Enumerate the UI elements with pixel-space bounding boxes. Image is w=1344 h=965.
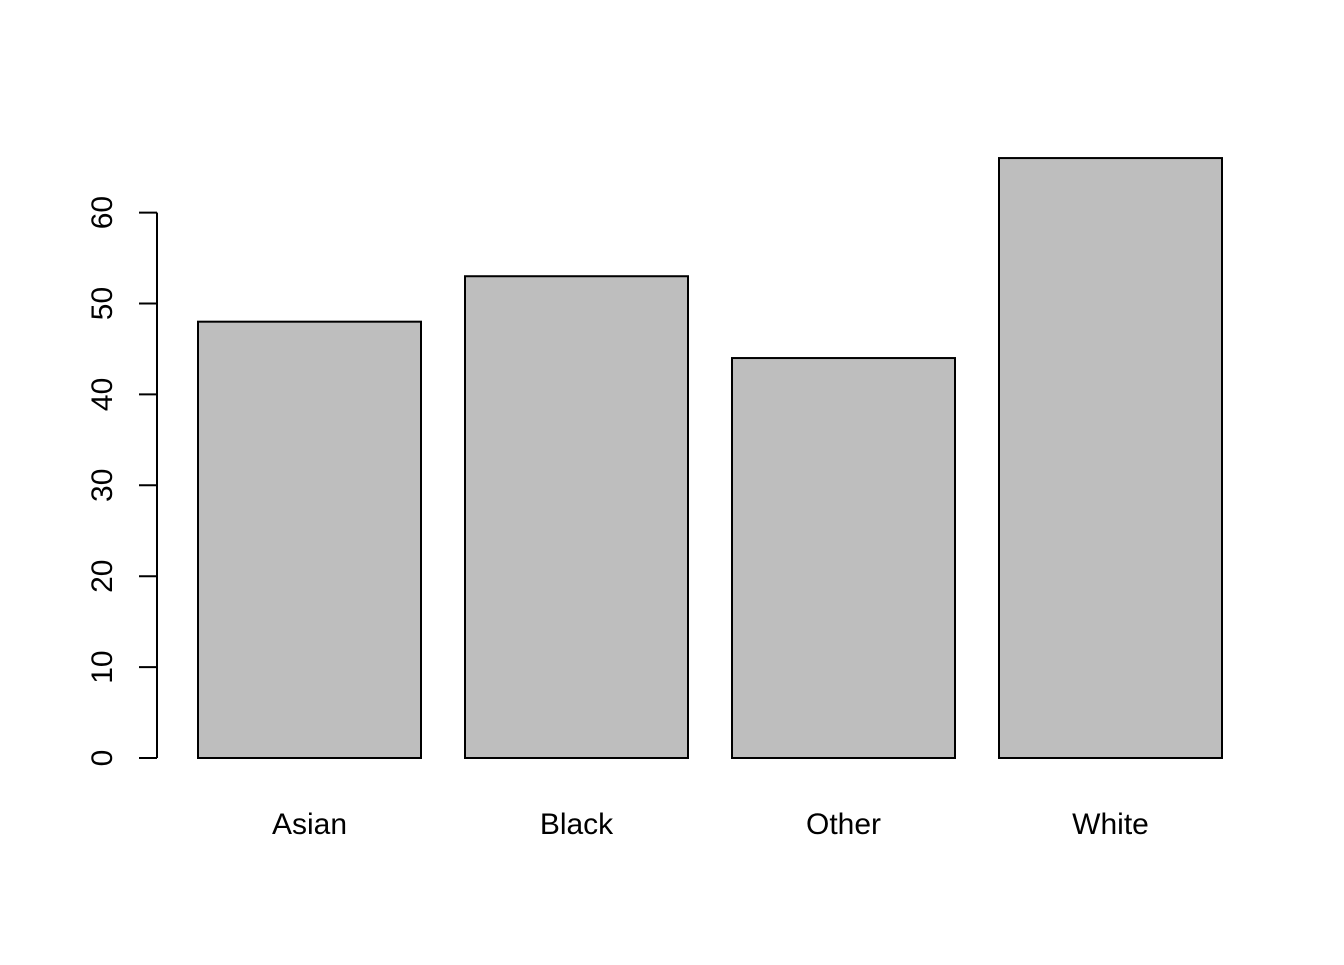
y-tick-label-0: 0 bbox=[86, 750, 119, 767]
y-tick-label-50: 50 bbox=[86, 287, 119, 320]
x-axis-labels: Asian Black Other White bbox=[272, 808, 1149, 841]
y-tick-label-30: 30 bbox=[86, 469, 119, 502]
bar-asian bbox=[197, 320, 422, 759]
bar-other bbox=[731, 357, 956, 759]
x-tick-label-asian: Asian bbox=[272, 808, 347, 841]
bar-black bbox=[464, 275, 689, 759]
x-tick-label-other: Other bbox=[806, 808, 881, 841]
y-axis: 0 10 20 30 40 50 60 bbox=[86, 196, 158, 767]
y-tick-label-20: 20 bbox=[86, 560, 119, 593]
y-tick-label-10: 10 bbox=[86, 650, 119, 683]
bars-group bbox=[197, 157, 1223, 759]
x-tick-label-white: White bbox=[1072, 808, 1149, 841]
y-tick-label-60: 60 bbox=[86, 196, 119, 229]
y-tick-label-40: 40 bbox=[86, 378, 119, 411]
bar-white bbox=[998, 157, 1223, 759]
x-tick-label-black: Black bbox=[540, 808, 614, 841]
